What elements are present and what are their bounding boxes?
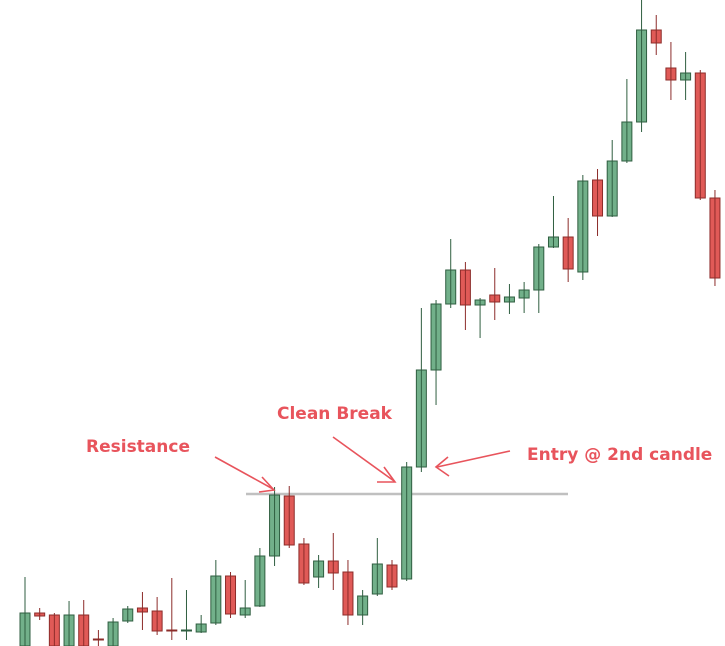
arrow	[214, 456, 274, 490]
annotation: Entry @ 2nd candle	[527, 445, 712, 465]
arrow-head	[377, 466, 397, 483]
arrow	[332, 436, 395, 482]
arrow	[436, 450, 511, 468]
annotation: Resistance	[86, 437, 190, 457]
annotation: Clean Break	[277, 404, 393, 424]
arrows	[214, 436, 511, 493]
arrow-head	[434, 456, 450, 477]
arrow-head	[258, 476, 276, 493]
